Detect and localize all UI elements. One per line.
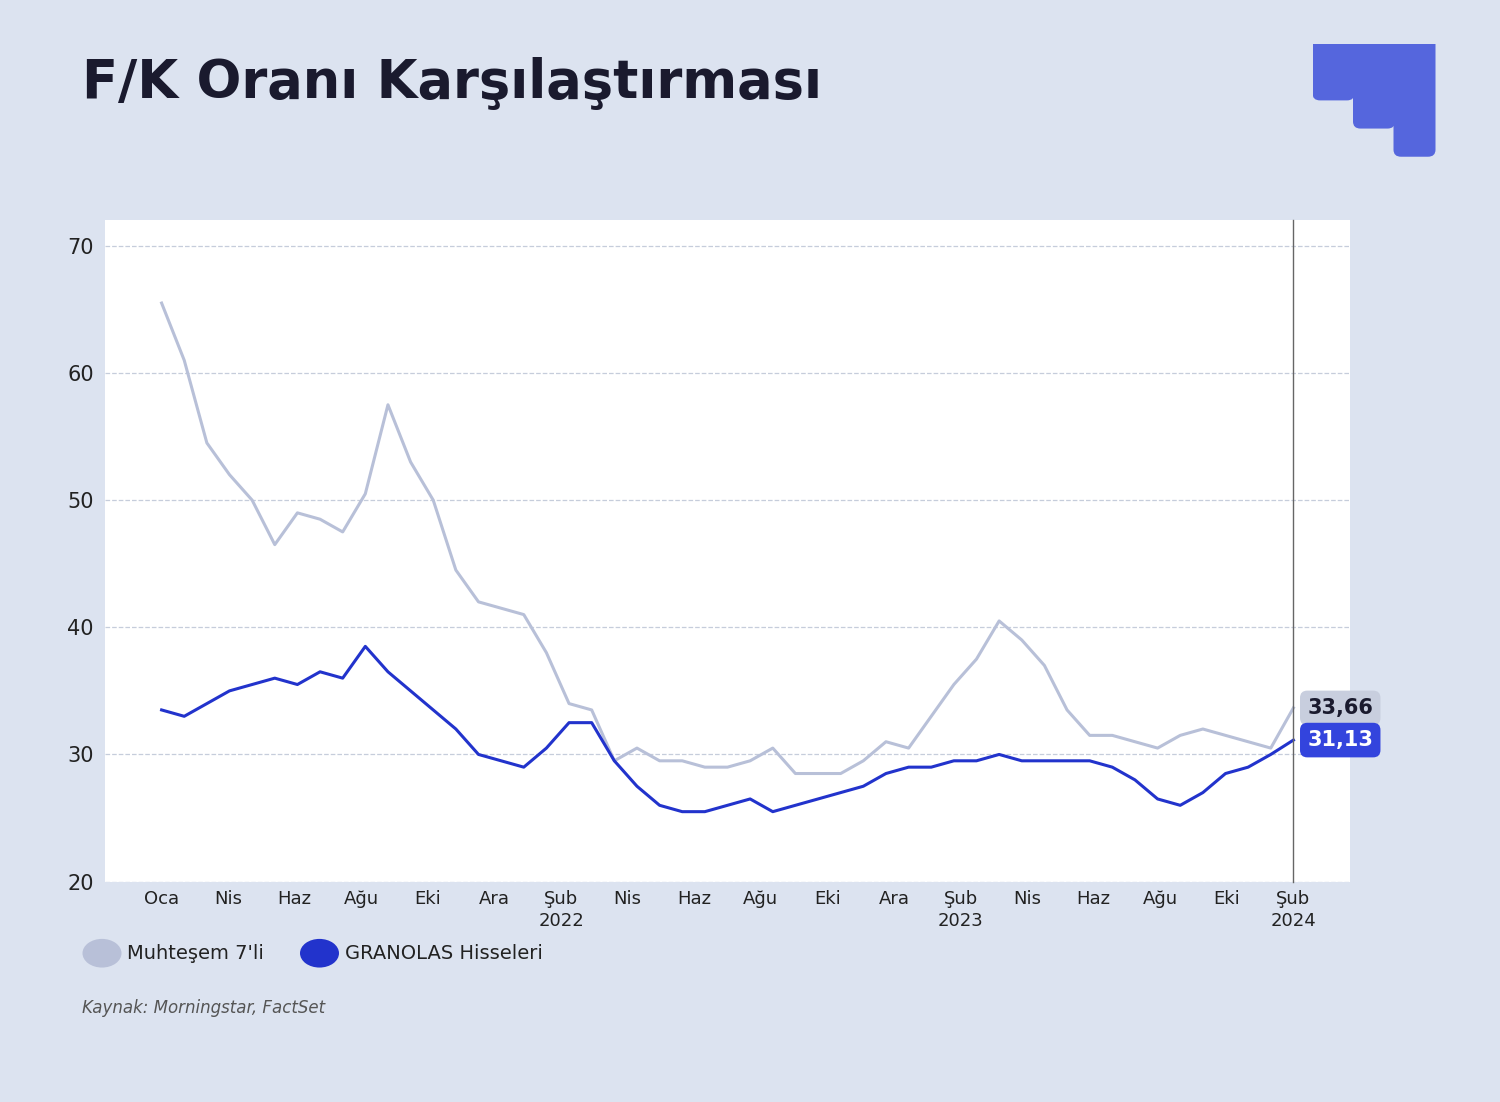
Text: F/K Oranı Karşılaştırması: F/K Oranı Karşılaştırması: [82, 57, 822, 110]
FancyBboxPatch shape: [1394, 37, 1435, 156]
Text: 31,13: 31,13: [1308, 731, 1372, 750]
FancyBboxPatch shape: [1312, 37, 1354, 100]
Text: GRANOLAS Hisseleri: GRANOLAS Hisseleri: [345, 943, 543, 963]
Text: Kaynak: Morningstar, FactSet: Kaynak: Morningstar, FactSet: [82, 1000, 326, 1017]
Text: 33,66: 33,66: [1308, 698, 1372, 717]
FancyBboxPatch shape: [1353, 37, 1395, 129]
Text: Muhteşem 7'li: Muhteşem 7'li: [128, 943, 264, 963]
